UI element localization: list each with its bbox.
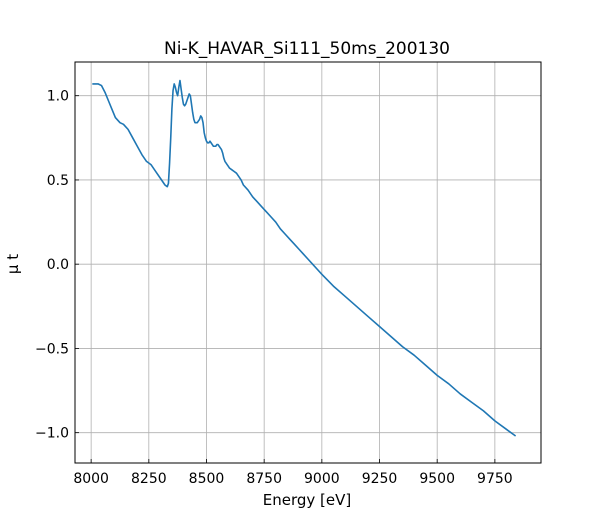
y-tick-label: 1.0 xyxy=(47,89,69,105)
x-axis-label: Energy [eV] xyxy=(263,491,351,509)
y-tick-label: 0.5 xyxy=(47,173,69,189)
y-tick-label: −1.0 xyxy=(35,426,69,442)
x-tick-label: 8250 xyxy=(131,471,167,487)
plot-frame xyxy=(74,61,542,464)
y-tick-label: 0.0 xyxy=(47,257,69,273)
y-tick-label: −0.5 xyxy=(35,341,69,357)
grid-layer xyxy=(75,62,541,463)
x-tick-label: 9500 xyxy=(419,471,455,487)
x-tick-label: 9750 xyxy=(477,471,513,487)
x-tick-label: 9000 xyxy=(304,471,340,487)
chart-title: Ni-K_HAVAR_Si111_50ms_200130 xyxy=(164,39,450,59)
x-tick-label: 8750 xyxy=(246,471,282,487)
x-tick-label: 9250 xyxy=(362,471,398,487)
x-tick-label: 8500 xyxy=(189,471,225,487)
y-axis-label: μ t xyxy=(4,254,22,274)
tick-layer: 8000 8250 8500 8750 9000 9250 9500 9750 1.0 0.5 0.… xyxy=(35,89,513,487)
series-line xyxy=(92,79,517,437)
series-layer xyxy=(92,79,517,437)
x-tick-label: 8000 xyxy=(73,471,109,487)
